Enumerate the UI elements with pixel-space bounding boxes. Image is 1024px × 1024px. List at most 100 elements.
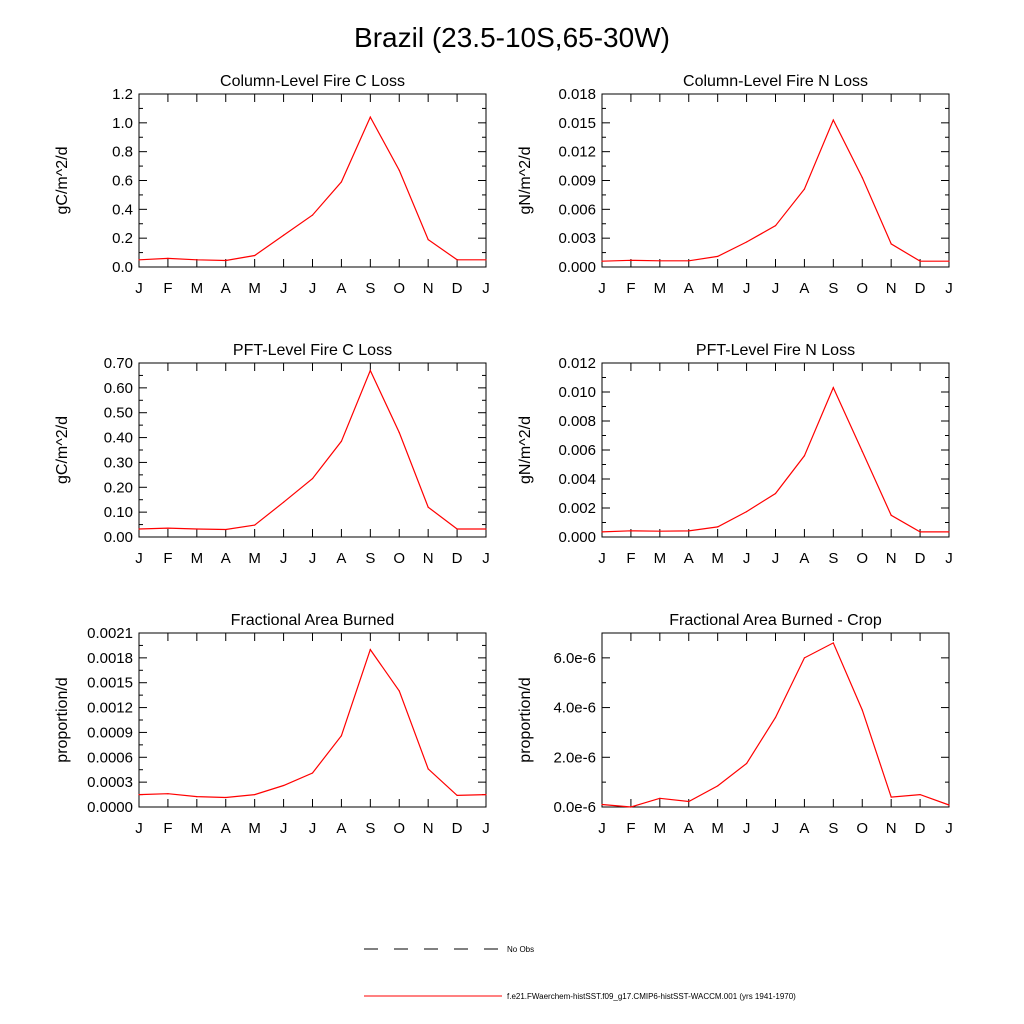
x-tick-label: J bbox=[743, 820, 751, 837]
x-tick-label: A bbox=[799, 820, 809, 837]
x-tick-label: O bbox=[393, 280, 405, 297]
x-tick-label: F bbox=[626, 820, 635, 837]
data-point bbox=[311, 214, 314, 216]
data-point bbox=[601, 531, 603, 533]
data-point bbox=[861, 177, 863, 179]
y-tick-label: 0.10 bbox=[104, 504, 133, 521]
data-point bbox=[832, 387, 834, 389]
chart-panel-1: Column-Level Fire C Loss gC/m^2/d 0.0 0.2 0.… bbox=[54, 73, 490, 297]
x-tick-label: J bbox=[598, 280, 606, 297]
x-tick-label: N bbox=[423, 550, 434, 567]
x-tick-label: M bbox=[191, 280, 204, 297]
data-point bbox=[340, 440, 343, 442]
series-line bbox=[138, 648, 487, 799]
x-tick-label: M bbox=[654, 820, 667, 837]
data-point bbox=[196, 528, 198, 530]
data-point bbox=[890, 243, 892, 245]
plot-frame bbox=[601, 93, 950, 268]
page-title: Brazil (23.5-10S,65-30W) bbox=[354, 22, 670, 53]
data-point bbox=[167, 257, 169, 259]
y-tick-label: 0.0021 bbox=[87, 625, 133, 642]
data-point bbox=[369, 369, 371, 372]
y-tick-label: 0.010 bbox=[558, 384, 596, 401]
y-tick-label: 0.0012 bbox=[87, 700, 133, 717]
data-point bbox=[803, 657, 806, 659]
x-tick-label: N bbox=[423, 820, 434, 837]
series-line bbox=[601, 118, 949, 262]
x-tick-label: S bbox=[828, 820, 838, 837]
data-point bbox=[948, 531, 950, 533]
chart-title: Fractional Area Burned - Crop bbox=[669, 612, 882, 629]
data-point bbox=[254, 793, 256, 796]
x-tick-label: N bbox=[886, 820, 897, 837]
data-point bbox=[456, 794, 458, 797]
chart-panel-5: Fractional Area Burned proportion/d 0.0000… bbox=[54, 612, 490, 837]
y-axis-label: proportion/d bbox=[517, 677, 534, 762]
y-axis-label: gN/m^2/d bbox=[517, 416, 534, 484]
x-tick-label: M bbox=[191, 820, 204, 837]
plot-frame bbox=[138, 93, 487, 268]
x-tick-label: J bbox=[482, 280, 490, 297]
series-line bbox=[601, 642, 950, 808]
y-tick-label: 6.0e-6 bbox=[553, 650, 596, 667]
data-point bbox=[456, 528, 458, 530]
x-tick-label: N bbox=[423, 280, 434, 297]
data-point bbox=[803, 455, 806, 457]
data-point bbox=[138, 528, 140, 530]
data-point bbox=[282, 501, 285, 503]
x-tick-label: D bbox=[915, 820, 926, 837]
plot-frame bbox=[138, 632, 487, 808]
data-point bbox=[340, 735, 343, 737]
x-tick-label: J bbox=[772, 280, 780, 297]
data-point bbox=[774, 716, 777, 719]
data-point bbox=[485, 528, 487, 530]
y-tick-label: 0.40 bbox=[104, 430, 133, 447]
data-point bbox=[890, 514, 892, 516]
y-tick-label: 0.000 bbox=[558, 259, 596, 276]
x-tick-label: A bbox=[684, 280, 694, 297]
x-tick-label: M bbox=[191, 550, 204, 567]
plot-frame bbox=[601, 632, 950, 808]
y-tick-label: 0.0018 bbox=[87, 650, 133, 667]
y-tick-label: 0.50 bbox=[104, 405, 133, 422]
x-tick-label: J bbox=[280, 280, 288, 297]
x-tick-label: O bbox=[856, 550, 868, 567]
x-tick-label: A bbox=[799, 550, 809, 567]
x-tick-label: D bbox=[452, 820, 463, 837]
data-point bbox=[861, 450, 863, 453]
legend-label-2: f.e21.FWaerchem-histSST.f09_g17.CMIP6-hi… bbox=[507, 992, 796, 1001]
y-tick-label: 0.009 bbox=[558, 173, 596, 190]
x-tick-label: J bbox=[772, 820, 780, 837]
y-tick-label: 0.003 bbox=[558, 230, 596, 247]
x-tick-label: D bbox=[452, 550, 463, 567]
y-tick-label: 0.60 bbox=[104, 380, 133, 397]
y-tick-label: 0.0006 bbox=[87, 749, 133, 766]
x-tick-label: J bbox=[598, 550, 606, 567]
data-point bbox=[745, 762, 748, 765]
data-point bbox=[282, 234, 285, 236]
y-tick-label: 0.0015 bbox=[87, 675, 133, 692]
x-tick-label: A bbox=[684, 550, 694, 567]
y-tick-label: 0.2 bbox=[112, 230, 133, 247]
chart-title: PFT-Level Fire N Loss bbox=[696, 342, 855, 359]
data-point bbox=[659, 260, 661, 262]
x-tick-label: O bbox=[856, 820, 868, 837]
data-point bbox=[774, 225, 777, 227]
x-tick-label: J bbox=[598, 820, 606, 837]
data-point bbox=[485, 793, 487, 796]
legend-label-1: No Obs bbox=[507, 945, 534, 954]
data-point bbox=[398, 169, 400, 172]
y-tick-label: 0.008 bbox=[558, 413, 596, 430]
x-tick-label: J bbox=[135, 550, 143, 567]
data-point bbox=[717, 526, 719, 528]
data-point bbox=[630, 259, 632, 261]
data-point bbox=[774, 492, 777, 495]
y-axis-label: proportion/d bbox=[54, 677, 71, 762]
data-point bbox=[890, 796, 892, 798]
data-point bbox=[688, 530, 690, 532]
plot-frame bbox=[601, 362, 950, 538]
x-tick-label: D bbox=[915, 280, 926, 297]
y-tick-label: 2.0e-6 bbox=[553, 749, 596, 766]
data-point bbox=[398, 432, 400, 434]
